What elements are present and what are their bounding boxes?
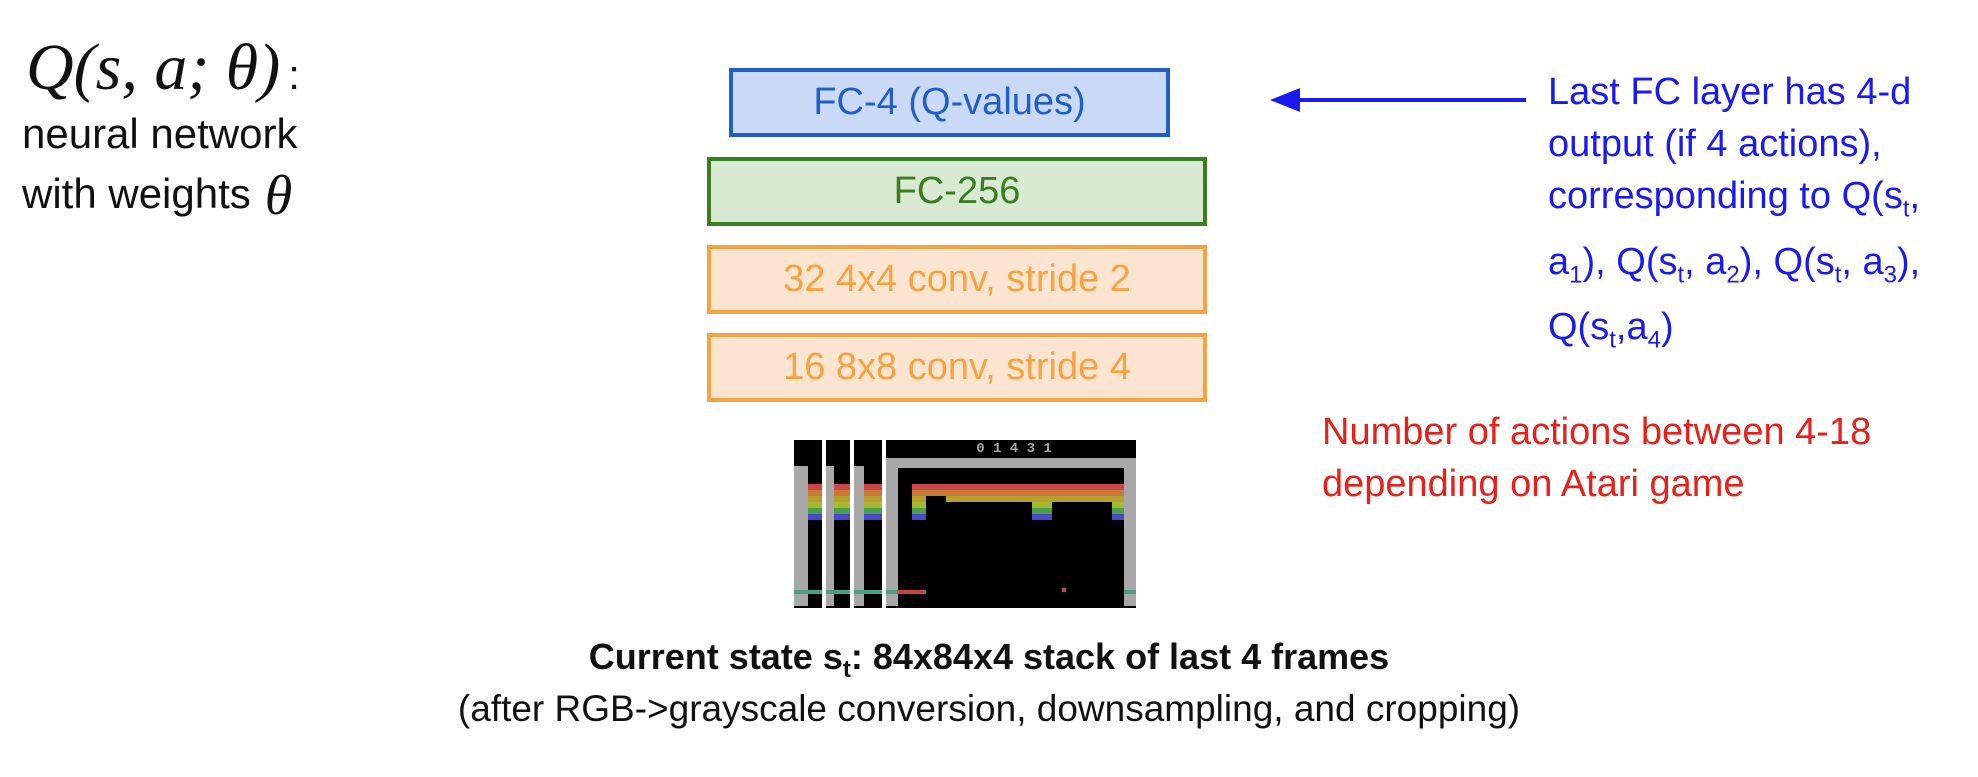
formula-colon: : [288,51,300,98]
weights-text: with weights [22,170,251,217]
annotation-line-2: output (if 4 actions), [1548,123,1882,165]
theta-symbol: θ [264,165,293,227]
annotation-line-3: corresponding to Q(st, [1548,175,1921,223]
subscript: t [1609,326,1616,354]
subscript: 3 [1883,261,1898,289]
subscript: 1 [1569,261,1583,289]
annotation-line-5: Q(st,a4) [1548,301,1920,367]
layer-fc256: FC-256 [707,157,1207,226]
annotation-text: a [1548,240,1570,283]
q-function-formula: Q(s, a; θ): [26,30,300,106]
frame-1 [794,440,822,608]
subscript: t [1677,261,1685,289]
caption-preprocessing: (after RGB->grayscale conversion, downsa… [457,688,1521,729]
red-line-2: depending on Atari game [1322,463,1745,505]
annotation-line-1: Last FC layer has 4-d [1548,71,1912,113]
layer-conv-16: 16 8x8 conv, stride 4 [707,333,1207,402]
subscript: t [1902,195,1910,223]
frame-3 [854,440,882,608]
annotation-text: , a [1841,240,1884,283]
subscript: t [1834,261,1842,289]
annotation-text: ), [1897,240,1921,283]
annotation-text: Q(s [1548,306,1610,349]
annotation-line-4: a1), Q(st, a2), Q(st, a3), [1548,236,1920,302]
caption-subscript: t [842,656,851,684]
caption-text: Current state s [588,636,843,677]
caption-text: : 84x84x4 stack of last 4 frames [850,636,1390,677]
stacked-atari-frames: 0 1 4 3 1 [794,440,1136,608]
annotation-text: corresponding to Q(s [1548,175,1903,217]
subscript: 4 [1647,326,1661,354]
annotation-text: ) [1660,306,1674,349]
formula-description-line2: with weights θ [22,168,292,224]
annotation-text: ), Q(s [1739,240,1835,283]
arrow-head [1270,88,1300,112]
annotation-text: ,a [1615,306,1648,349]
action-count-annotation: Number of actions between 4-18 depending… [1322,406,1871,510]
pointer-arrow [1270,88,1526,112]
formula-description-line1: neural network [22,110,298,157]
formula-text: Q(s, a; θ) [26,31,281,104]
layer-fc4-q-values: FC-4 (Q-values) [729,68,1170,137]
annotation-text: , a [1684,240,1727,283]
frame-4-current: 0 1 4 3 1 [886,440,1136,608]
subscript: 2 [1726,261,1740,289]
fc-layer-annotation: Last FC layer has 4-d output (if 4 actio… [1548,66,1920,367]
caption-current-state: Current state st: 84x84x4 stack of last … [0,636,1978,684]
game-score: 0 1 4 3 1 [976,441,1052,457]
layer-conv-32: 32 4x4 conv, stride 2 [707,245,1207,314]
frame-2 [826,440,850,608]
annotation-text: ), Q(s [1582,240,1678,283]
red-line-1: Number of actions between 4-18 [1322,411,1872,453]
